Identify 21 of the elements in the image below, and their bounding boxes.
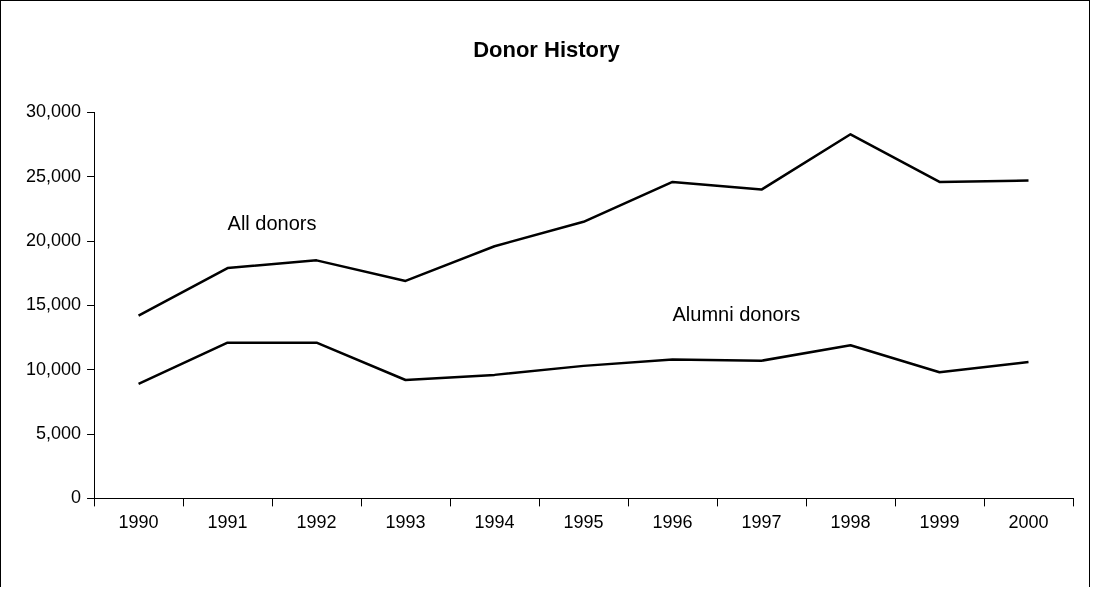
- chart-title: Donor History: [473, 37, 621, 63]
- y-tick-label: 5,000: [36, 423, 82, 444]
- x-tick-label: 1990: [118, 512, 159, 533]
- x-tick-label: 1999: [919, 512, 960, 533]
- series-label: Alumni donors: [672, 302, 801, 325]
- x-tick-label: 1997: [741, 512, 782, 533]
- x-tick-label: 1996: [652, 512, 693, 533]
- y-tick-label: 15,000: [25, 294, 82, 315]
- series-label: All donors: [227, 211, 317, 234]
- x-tick-label: 2000: [1008, 512, 1049, 533]
- x-tick-label: 1998: [830, 512, 871, 533]
- x-tick-label: 1994: [474, 512, 515, 533]
- x-tick-label: 1995: [563, 512, 604, 533]
- y-tick-label: 30,000: [25, 101, 82, 122]
- y-tick-label: 20,000: [25, 230, 82, 251]
- x-tick-label: 1992: [296, 512, 337, 533]
- y-tick-label: 10,000: [25, 358, 82, 379]
- y-tick-label: 0: [71, 487, 82, 508]
- y-tick-label: 25,000: [25, 165, 82, 186]
- x-tick-label: 1991: [207, 512, 248, 533]
- x-tick-label: 1993: [385, 512, 426, 533]
